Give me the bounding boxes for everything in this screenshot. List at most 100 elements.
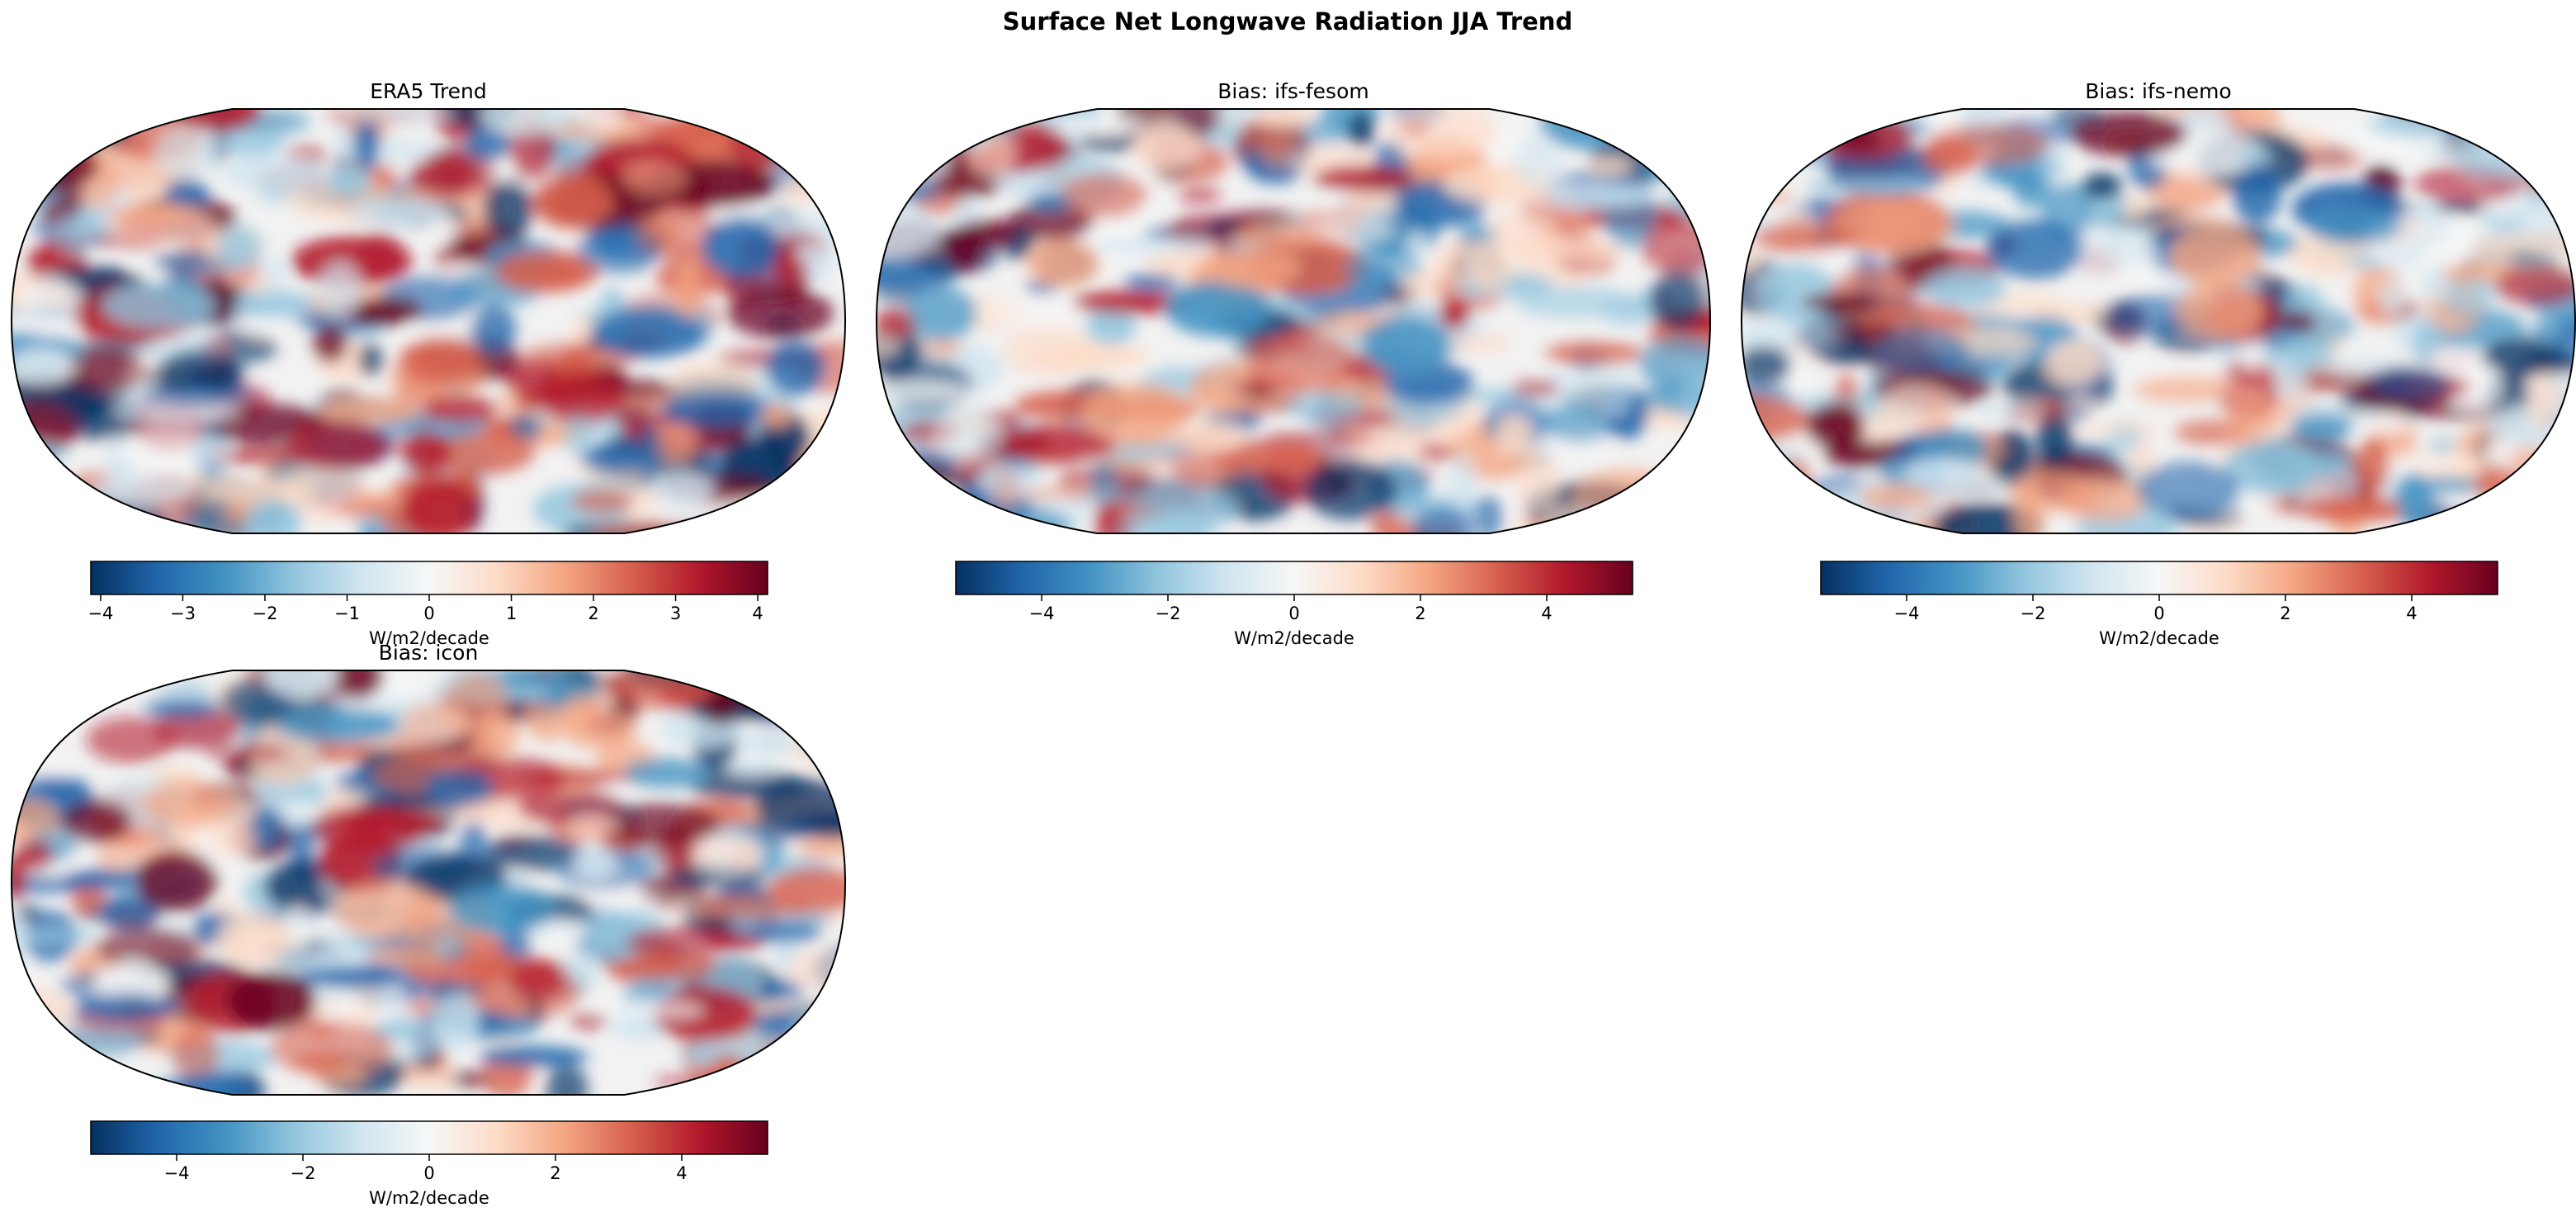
map-anomaly [653, 987, 758, 1042]
map-anomaly [1439, 298, 1470, 329]
map-anomaly [1345, 192, 1397, 211]
map-anomaly [812, 691, 845, 720]
map-anomaly [333, 809, 447, 834]
map-anomaly [2082, 173, 2122, 201]
map-anomaly [353, 110, 380, 173]
map-anomaly [752, 1011, 796, 1037]
map-anomaly [249, 806, 286, 850]
map-anomaly [95, 928, 200, 969]
map-anomaly [207, 448, 323, 464]
map-anomaly [2291, 414, 2355, 440]
map-anomaly [564, 414, 598, 457]
colorbar-label: W/m2/decade [369, 628, 489, 648]
map-anomaly [1789, 109, 1858, 138]
map-anomaly [2502, 494, 2536, 533]
map-anomaly [617, 952, 717, 978]
colorbar-tick-label: 0 [2153, 604, 2164, 623]
colorbar-tick-label: −2 [291, 1163, 316, 1183]
map-anomaly [637, 109, 679, 121]
map-anomaly [116, 433, 231, 470]
map-anomaly [2300, 495, 2402, 523]
map-anomaly [934, 405, 1004, 465]
map-anomaly [52, 116, 139, 141]
map-anomaly [1447, 452, 1477, 512]
colorbar-tick-label: 3 [670, 604, 681, 623]
map-anomaly [2045, 339, 2103, 386]
figure-title: Surface Net Longwave Radiation JJA Trend [1003, 7, 1572, 36]
map-anomaly [1761, 262, 1837, 324]
map-anomaly [400, 478, 480, 533]
colorbar-tick-label: 0 [1288, 604, 1299, 623]
map-anomaly [17, 276, 86, 338]
map-anomaly [1028, 194, 1072, 211]
map-anomaly [346, 198, 447, 225]
map-anomaly [2508, 466, 2575, 521]
map-anomaly [749, 920, 821, 944]
map-anomaly [366, 946, 450, 966]
map-anomaly [1203, 247, 1302, 288]
map-anomaly [1178, 187, 1222, 203]
map-anomaly [1313, 165, 1416, 192]
map-anomaly [2434, 200, 2488, 214]
map-anomaly [2070, 111, 2187, 157]
map-anomaly [60, 799, 132, 843]
map-anomaly [1117, 109, 1222, 144]
map-anomaly [877, 509, 893, 530]
map-anomaly [25, 706, 53, 746]
map-anomaly [2177, 281, 2264, 340]
colorbar-tick-label: 2 [588, 604, 598, 623]
map-anomaly [735, 1063, 798, 1095]
map-field [12, 670, 845, 1095]
map-anomaly [93, 964, 168, 1002]
map-anomaly [447, 883, 556, 935]
colorbar-tick-label: 2 [2280, 604, 2290, 623]
map-anomaly [1092, 236, 1215, 254]
map-anomaly [1641, 216, 1710, 276]
map-anomaly [1649, 271, 1706, 330]
map-anomaly [12, 348, 75, 386]
map-anomaly [787, 681, 845, 728]
map-anomaly [1303, 459, 1397, 520]
map-anomaly [728, 122, 787, 168]
map-anomaly [164, 178, 210, 212]
map-anomaly [74, 993, 178, 1022]
map-anomaly [1071, 291, 1190, 315]
map-anomaly [2293, 144, 2366, 171]
map-anomaly [421, 395, 498, 424]
map-anomaly [1059, 173, 1147, 220]
colorbar-tick-label: 4 [752, 604, 763, 623]
map-anomaly [1386, 109, 1498, 160]
map-anomaly [12, 1015, 36, 1063]
map-anomaly [1231, 228, 1328, 247]
map-anomaly [726, 109, 837, 139]
map-anomaly [912, 485, 963, 505]
map-anomaly [225, 970, 317, 1031]
colorbar-tick-label: −2 [1156, 604, 1181, 623]
map-anomaly [1742, 522, 1811, 533]
map-anomaly [1924, 268, 2006, 309]
map-anomaly [877, 436, 917, 494]
map-anomaly [795, 467, 825, 495]
map-anomaly [1361, 316, 1451, 374]
map-anomaly [12, 144, 77, 206]
map-anomaly [216, 225, 262, 269]
map-anomaly [1639, 135, 1677, 182]
colorbar-tick-label: −4 [1029, 604, 1055, 623]
colorbar-tick-label: 1 [506, 604, 517, 623]
map-anomaly [286, 423, 390, 471]
map-anomaly [787, 708, 845, 768]
panel-title: Bias: icon [379, 641, 479, 665]
colorbar-tick-label: 4 [2406, 604, 2417, 623]
map-anomaly [2012, 170, 2051, 208]
colorbar-tick-label: 0 [423, 604, 434, 623]
colorbar-tick-label: 4 [676, 1163, 687, 1183]
map-outline [10, 670, 847, 1096]
map-anomaly [403, 431, 451, 476]
colorbar-label: W/m2/decade [2099, 628, 2219, 648]
map-anomaly [2305, 204, 2401, 245]
map-anomaly [532, 173, 614, 230]
map-anomalies [12, 109, 845, 533]
map-anomaly [2356, 436, 2389, 495]
map-anomaly [579, 109, 623, 129]
